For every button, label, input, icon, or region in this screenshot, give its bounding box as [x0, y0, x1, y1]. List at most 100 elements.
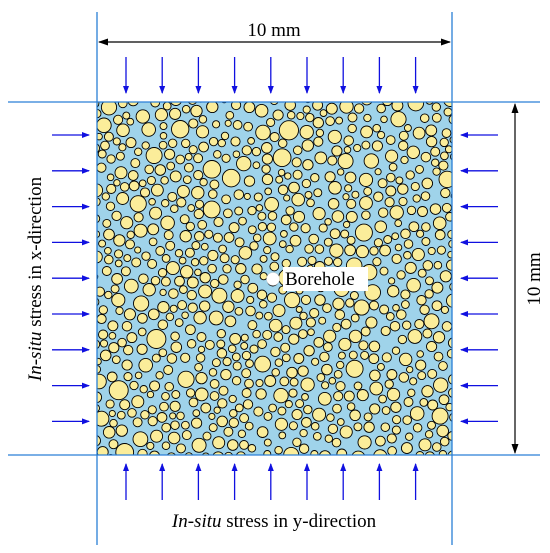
particle [174, 275, 185, 287]
particle [441, 128, 452, 138]
particle [378, 207, 389, 218]
particle [208, 368, 218, 377]
particle [321, 363, 333, 376]
particle [304, 244, 314, 254]
particle [365, 316, 378, 329]
particle [253, 192, 263, 202]
particle [145, 147, 163, 164]
particle [239, 413, 250, 424]
particle [224, 315, 237, 328]
particle [193, 170, 204, 181]
particle [212, 232, 223, 243]
particle [181, 311, 189, 319]
particle [391, 425, 401, 435]
particle [440, 187, 451, 199]
particle [438, 170, 452, 189]
particle [113, 234, 126, 247]
particle [231, 376, 242, 386]
particle [132, 431, 149, 448]
particle [297, 256, 308, 267]
particle [216, 415, 228, 428]
particle [181, 138, 191, 149]
particle [300, 223, 311, 234]
particle [361, 140, 371, 150]
particle [390, 401, 402, 413]
particle [160, 276, 171, 287]
particle [193, 153, 204, 164]
particle [336, 360, 345, 370]
particle [447, 250, 452, 259]
particle [351, 450, 365, 455]
particle [415, 451, 425, 455]
particle [126, 332, 138, 344]
particle [177, 370, 195, 388]
particle [440, 305, 449, 314]
particle [427, 246, 436, 256]
particle [194, 268, 202, 277]
particle [421, 222, 431, 232]
particle [312, 407, 327, 422]
particle [222, 300, 235, 313]
particle [185, 324, 196, 336]
particle [302, 105, 311, 114]
particle [230, 136, 241, 147]
particle [369, 403, 381, 415]
particle [169, 412, 177, 420]
particle [412, 126, 426, 140]
particle [449, 282, 452, 292]
particle [335, 116, 344, 125]
particle [123, 372, 133, 382]
particle [166, 353, 178, 364]
particle [447, 337, 452, 349]
particle [223, 208, 233, 219]
particle [301, 139, 314, 152]
particle [125, 239, 135, 250]
particle [425, 102, 434, 105]
particle [155, 371, 164, 380]
particle [147, 405, 157, 415]
particle [423, 313, 440, 330]
particle [289, 234, 302, 247]
particle [434, 229, 446, 241]
particle [339, 102, 354, 114]
particle [220, 131, 230, 141]
particle [270, 346, 281, 358]
particle [141, 141, 150, 150]
particle [233, 280, 242, 289]
particle [225, 110, 235, 120]
particle [98, 329, 109, 340]
particle [137, 312, 148, 324]
particle [161, 254, 171, 263]
particle [231, 352, 241, 362]
particle [268, 318, 283, 333]
particle [449, 136, 452, 144]
particle [286, 110, 296, 120]
particle [271, 368, 280, 377]
particle [349, 291, 359, 300]
particle [389, 205, 404, 220]
particle [431, 158, 440, 167]
particle [318, 316, 327, 325]
particle [199, 272, 211, 284]
particle [412, 423, 423, 433]
particle [417, 371, 427, 381]
particle [193, 208, 204, 220]
particle [448, 239, 452, 249]
particle [102, 426, 116, 439]
particle [202, 200, 221, 219]
particle [197, 219, 208, 230]
particle [244, 421, 254, 431]
particle [441, 321, 452, 332]
particle [195, 125, 210, 139]
particle [381, 352, 392, 363]
particle [298, 329, 308, 339]
particle [295, 306, 303, 313]
particle [386, 369, 398, 380]
particle [198, 284, 213, 299]
particle [288, 333, 300, 345]
particles [97, 102, 452, 455]
particle [262, 329, 273, 340]
particle [255, 124, 271, 141]
particle [212, 436, 226, 450]
particle [327, 423, 339, 435]
